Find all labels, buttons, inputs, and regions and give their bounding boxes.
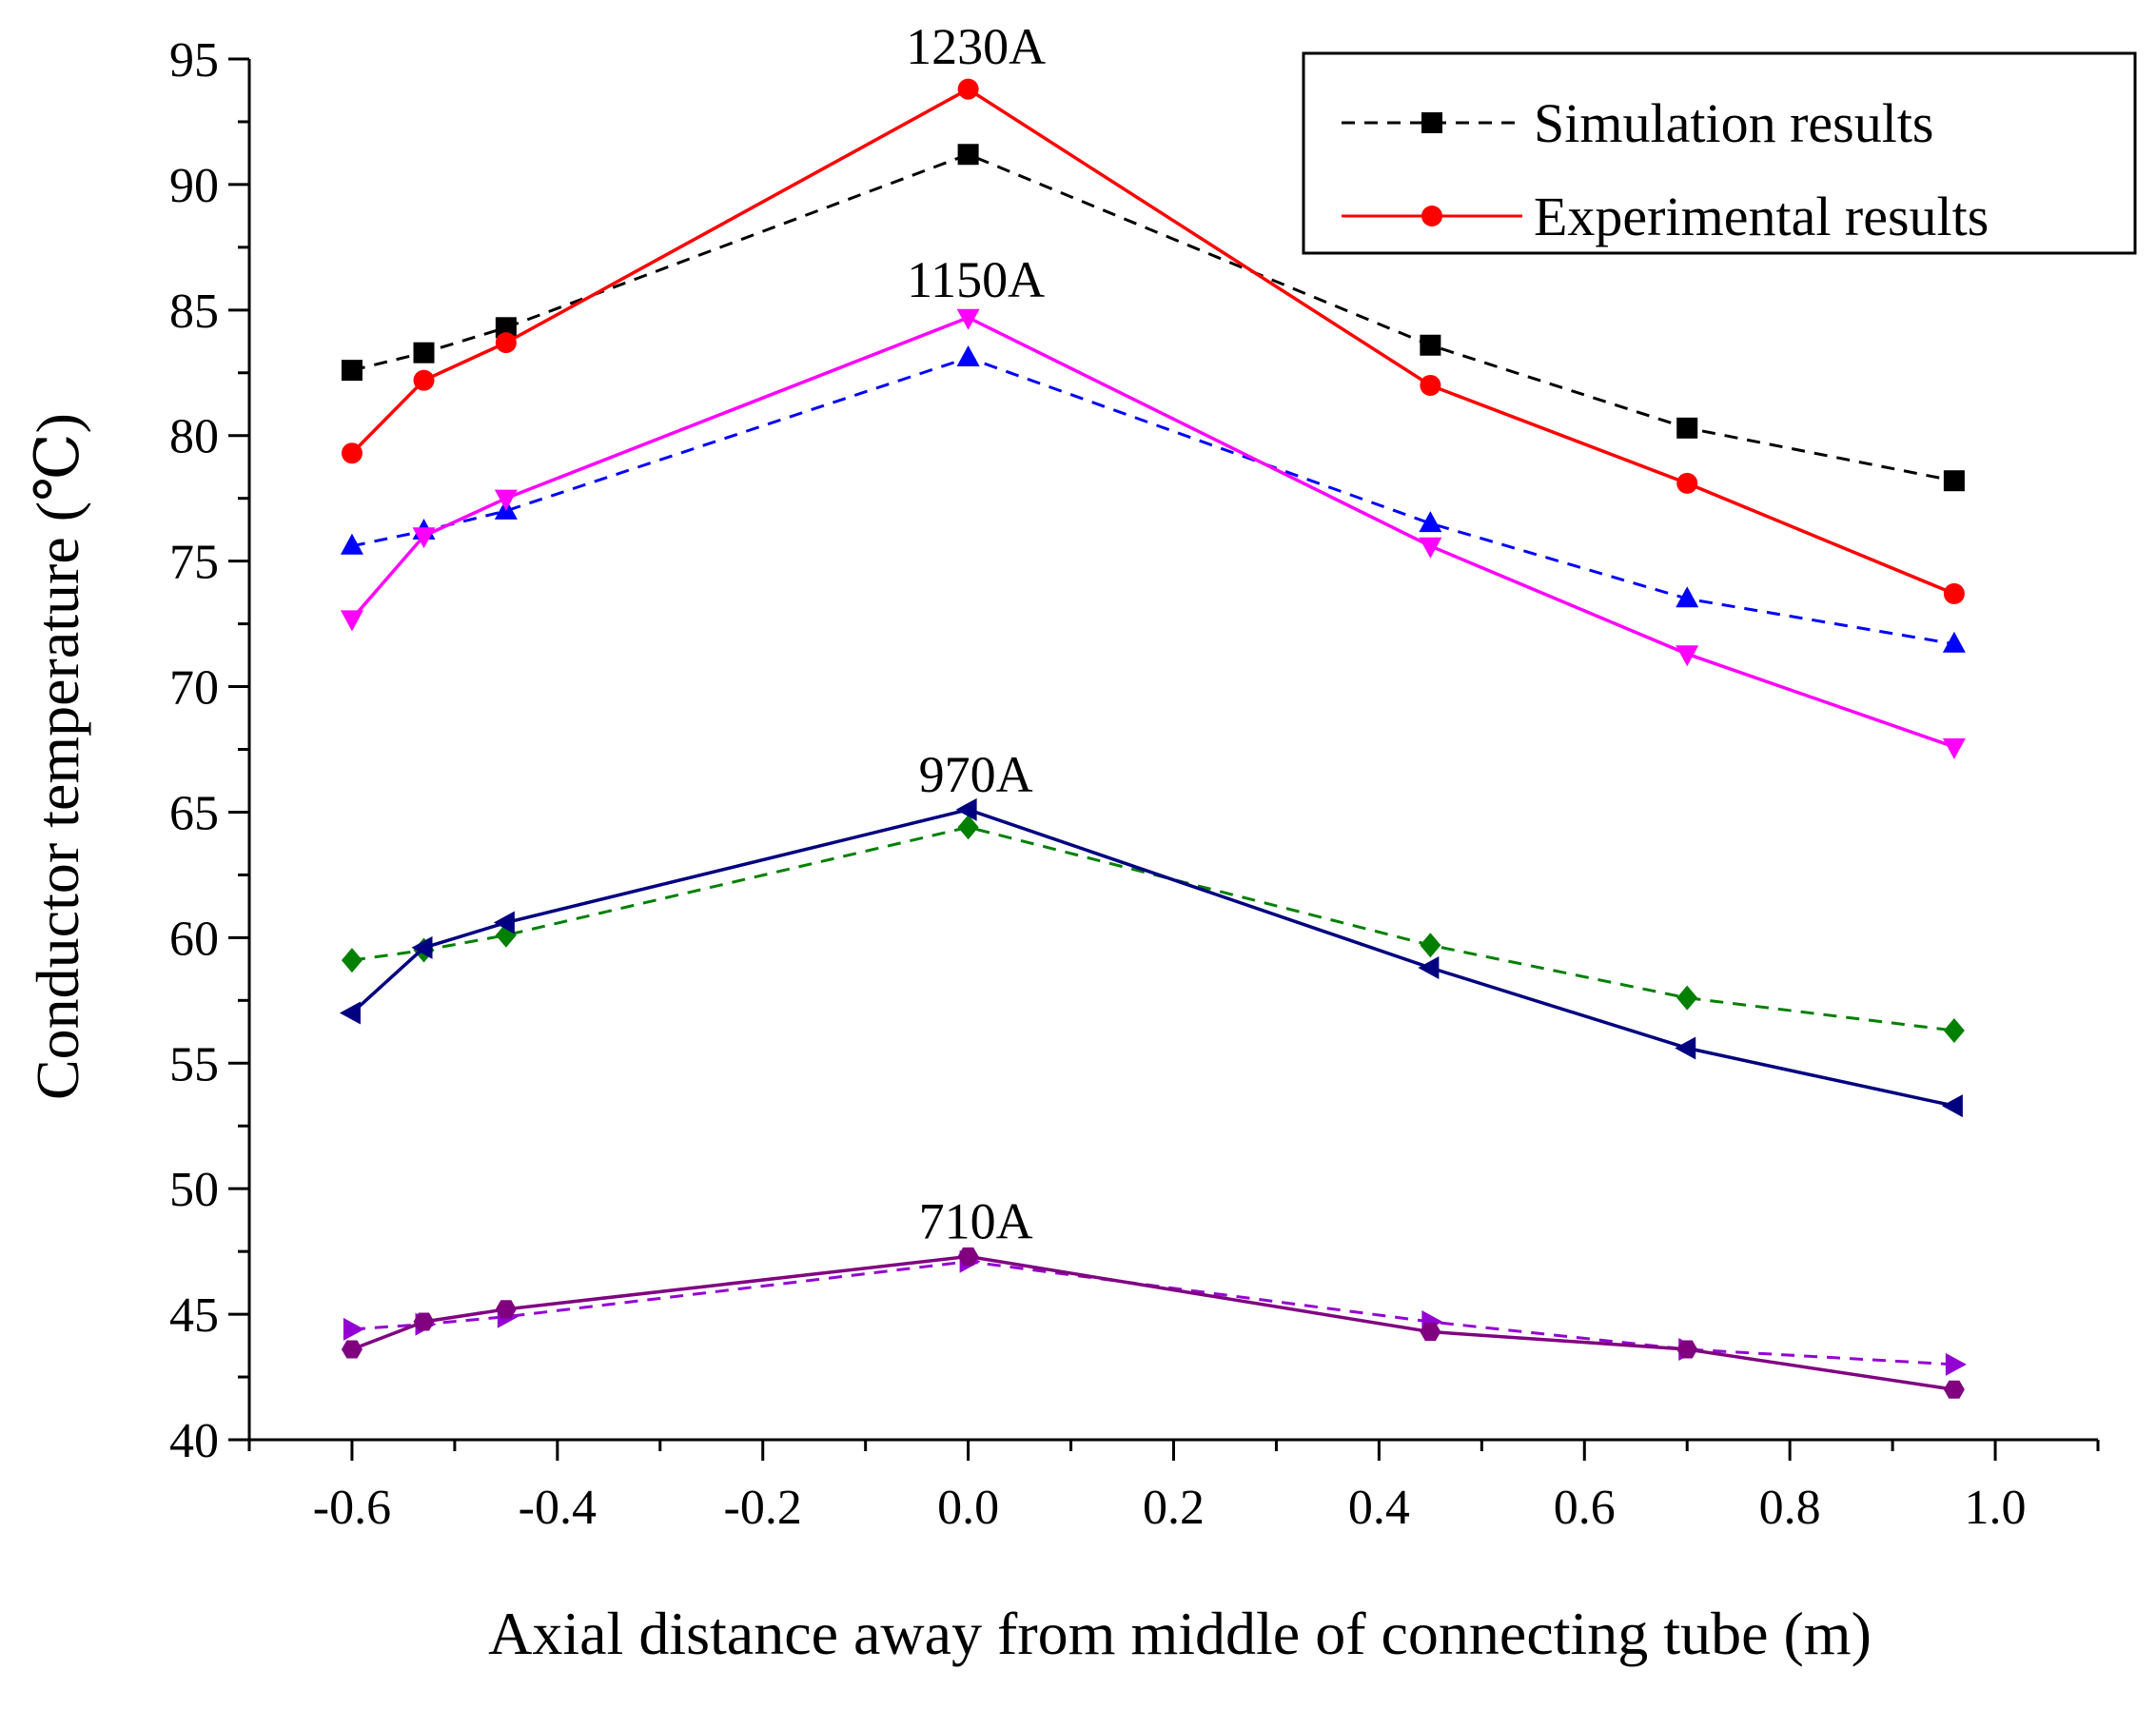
data-point (1676, 645, 1699, 667)
data-point (493, 911, 515, 934)
data-point (1420, 334, 1441, 356)
y-tick-label: 60 (169, 912, 219, 966)
series-layer (339, 78, 1967, 1399)
data-point (955, 797, 977, 821)
x-axis-title: Axial distance away from middle of conne… (488, 1600, 1872, 1667)
data-point (413, 342, 435, 364)
data-point (341, 360, 363, 382)
series-8 (341, 1247, 1965, 1399)
legend-marker-square (1421, 112, 1442, 133)
y-tick-label: 50 (169, 1163, 219, 1217)
x-tick-label: -0.2 (724, 1481, 802, 1535)
current-label: 1230A (906, 18, 1046, 75)
series-2 (341, 78, 1965, 604)
data-point (1420, 1323, 1441, 1342)
data-point (1676, 1340, 1698, 1359)
x-tick-label: 0.2 (1143, 1481, 1205, 1535)
data-point (1943, 1380, 1965, 1399)
data-point (1943, 1017, 1965, 1043)
series-line (351, 356, 1955, 646)
series-5 (341, 815, 1965, 1043)
y-tick-label: 75 (169, 536, 219, 590)
data-point (343, 1317, 364, 1341)
data-point (956, 308, 980, 330)
data-point (1676, 472, 1698, 494)
x-tick-label: 0.6 (1554, 1481, 1616, 1535)
y-tick-label: 90 (169, 159, 219, 213)
y-axis-title: Conductor temperature (℃) (24, 413, 91, 1100)
x-tick-label: 0.4 (1348, 1481, 1410, 1535)
data-point (495, 1300, 517, 1319)
y-tick-label: 80 (169, 410, 219, 464)
y-tick-label: 65 (169, 786, 219, 840)
data-point (1419, 511, 1442, 533)
series-line (350, 315, 1955, 749)
legend-entry-simulation: Simulation results (1342, 92, 1934, 154)
axes: 40 45 50 55 60 65 70 75 80 85 90 95 -0.6 -0.4 -0.2 0.0 0… (169, 33, 2100, 1535)
data-point (341, 948, 363, 973)
data-point (1676, 586, 1699, 608)
data-point (495, 332, 517, 354)
data-point (1676, 985, 1698, 1011)
series-line (350, 807, 1955, 1108)
x-tick-label: 0.0 (937, 1481, 999, 1535)
y-tick-label: 40 (169, 1414, 219, 1468)
data-point (957, 78, 979, 100)
data-point (341, 1340, 363, 1359)
current-label: 970A (919, 746, 1033, 803)
series-line (351, 1260, 1954, 1366)
legend-label-simulation: Simulation results (1534, 92, 1934, 154)
data-point (1675, 1036, 1696, 1060)
y-tick-label: 45 (169, 1288, 219, 1343)
legend-box (1302, 51, 2137, 255)
data-point (413, 369, 435, 391)
y-tick-label: 70 (169, 661, 219, 716)
x-tick-label: 1.0 (1965, 1481, 2027, 1535)
data-point (411, 935, 433, 959)
series-6 (339, 797, 1963, 1118)
data-point (1941, 1094, 1963, 1118)
data-point (341, 442, 363, 464)
series-line (351, 1254, 1955, 1391)
series-4 (340, 308, 1966, 759)
data-point (494, 489, 518, 511)
data-point (340, 610, 363, 632)
data-point (1419, 537, 1442, 559)
data-point (1420, 374, 1441, 396)
series-line (351, 825, 1955, 1032)
x-tick-label: -0.6 (313, 1481, 391, 1535)
legend-entry-experimental: Experimental results (1342, 186, 1989, 247)
annotations: 1230A 1150A 970A 710A (906, 18, 1046, 1250)
x-tick-label: 0.8 (1759, 1481, 1821, 1535)
data-point (1943, 582, 1965, 604)
data-point (1418, 956, 1440, 980)
data-point (1943, 470, 1965, 492)
data-point (957, 144, 979, 166)
data-point (339, 1001, 361, 1025)
data-point (340, 533, 363, 555)
data-point (495, 317, 517, 339)
data-point (1942, 631, 1966, 653)
data-point (1945, 1352, 1967, 1376)
y-tick-label: 85 (169, 285, 219, 339)
current-label: 1150A (907, 251, 1045, 308)
current-label: 710A (919, 1192, 1033, 1249)
x-tick-label: -0.4 (519, 1481, 597, 1535)
data-point (1942, 737, 1966, 759)
legend-marker-circle (1421, 206, 1442, 226)
legend-label-experimental: Experimental results (1534, 186, 1989, 247)
y-tick-label: 55 (169, 1037, 219, 1091)
data-point (1676, 417, 1698, 439)
series-7 (343, 1249, 1967, 1376)
series-1 (341, 144, 1965, 492)
data-point (956, 344, 980, 366)
data-point (1420, 933, 1441, 958)
data-point (957, 1247, 979, 1266)
data-point (957, 815, 979, 840)
data-point (413, 1312, 435, 1331)
data-point (412, 527, 436, 549)
legend: Simulation results Experimental results (1302, 51, 2137, 255)
y-tick-label: 95 (169, 33, 219, 88)
